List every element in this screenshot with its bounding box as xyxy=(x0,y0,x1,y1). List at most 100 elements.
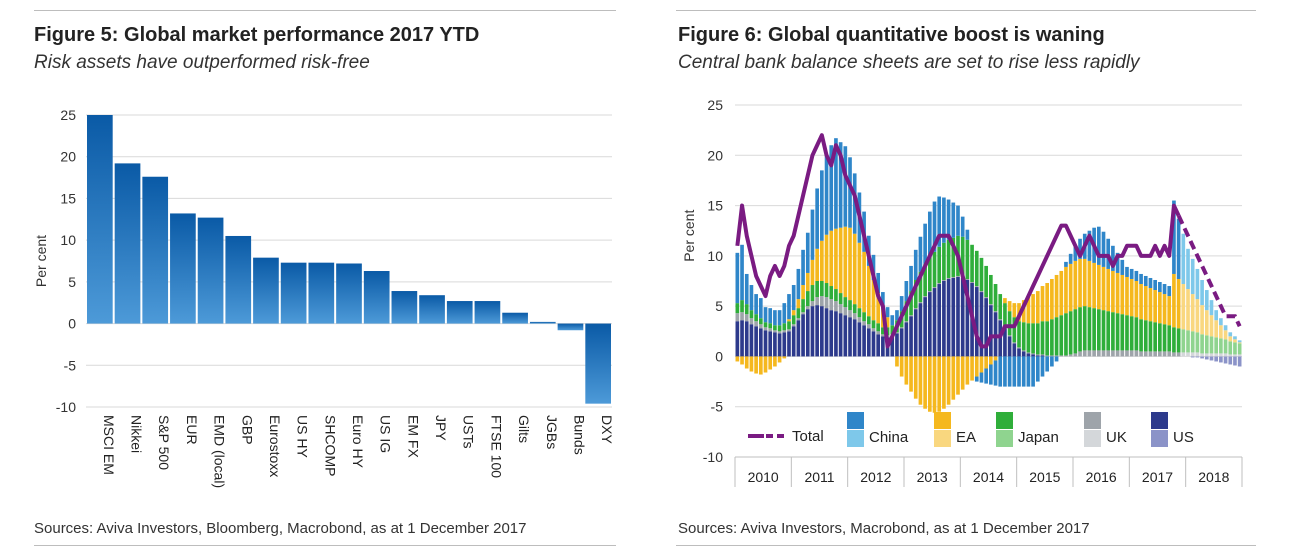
bar-japan xyxy=(1003,303,1007,328)
bar-uk xyxy=(942,279,946,281)
bar-china xyxy=(1035,356,1040,382)
bar-us xyxy=(1026,353,1031,357)
bar-china xyxy=(1158,282,1162,293)
bar-china xyxy=(1148,277,1153,289)
bar-us-hy xyxy=(280,262,307,324)
bar-china xyxy=(801,249,805,286)
x-tick-label: MSCI EM xyxy=(101,415,117,475)
bar-japan xyxy=(984,265,988,298)
bar-china xyxy=(815,188,819,249)
bar-uk xyxy=(1223,353,1228,357)
bar-japan xyxy=(1200,334,1204,354)
bar-ea xyxy=(1162,294,1167,325)
bar-ea xyxy=(974,356,979,377)
bar-jpy xyxy=(419,295,445,324)
bar-japan xyxy=(1115,313,1120,351)
y-tick-label: 25 xyxy=(60,107,76,123)
bar-japan xyxy=(1167,325,1172,352)
x-tick-label: EM FX xyxy=(405,415,421,458)
bar-china xyxy=(754,294,758,315)
bar-uk xyxy=(1190,352,1195,357)
bar-japan xyxy=(1195,332,1200,353)
bar-us xyxy=(862,325,866,357)
x-tick-label: S&P 500 xyxy=(156,415,172,470)
y-tick-label: -10 xyxy=(703,449,723,465)
bar-uk xyxy=(857,317,862,323)
bar-ea xyxy=(1003,298,1007,304)
bar-us xyxy=(1200,356,1204,359)
bar-ea xyxy=(852,233,857,305)
bar-us xyxy=(993,312,998,357)
bar-china xyxy=(951,202,956,238)
bar-china xyxy=(913,249,918,280)
bar-china xyxy=(782,303,787,324)
bar-uk xyxy=(1096,350,1101,357)
bar-china xyxy=(1087,230,1092,261)
bar-uk xyxy=(843,307,848,316)
bar-ea xyxy=(1050,278,1054,320)
x-tick-label: 2017 xyxy=(1142,469,1173,485)
bar-china xyxy=(876,272,881,294)
figure5-panel: Figure 5: Global market performance 2017… xyxy=(0,0,640,553)
bar-china xyxy=(1078,238,1082,259)
bar-japan xyxy=(824,283,829,298)
bar-uk xyxy=(1035,354,1040,356)
bar-uk xyxy=(1153,351,1157,357)
y-tick-label: 15 xyxy=(60,190,76,206)
bar-us xyxy=(899,328,904,357)
bar-japan xyxy=(768,323,773,329)
bar-msci-em xyxy=(87,115,113,324)
x-tick-label: 2014 xyxy=(973,469,1004,485)
bar-japan xyxy=(923,263,927,297)
bar-us xyxy=(1195,356,1200,358)
bar-ftse-100 xyxy=(474,301,501,324)
bar-ea xyxy=(843,226,848,298)
bar-china xyxy=(1096,226,1101,265)
bar-ea xyxy=(796,299,801,309)
bar-uk xyxy=(773,330,777,333)
bar-japan xyxy=(1111,312,1115,351)
bar-china xyxy=(796,268,801,300)
bar-us xyxy=(857,322,862,357)
bar-japan xyxy=(1031,323,1035,354)
bar-ea xyxy=(805,272,810,292)
bar-china xyxy=(1040,356,1045,377)
legend-china-projected-swatch xyxy=(847,430,864,447)
figure5-chart: 25 20 15 10 5 0 -5 -10 Per cent MSCI EM Nikkei S&P … xyxy=(33,107,615,488)
bar-us xyxy=(918,303,923,357)
bar-uk xyxy=(796,318,801,321)
legend-china-swatch xyxy=(847,412,864,429)
bar-uk xyxy=(1176,352,1181,357)
bar-china xyxy=(838,142,843,228)
bar-us xyxy=(787,331,791,357)
y-tick-label: 5 xyxy=(715,298,723,314)
bar-china xyxy=(773,310,777,326)
bar-us xyxy=(942,281,946,357)
bar-uk xyxy=(735,313,740,322)
bar-nikkei xyxy=(114,163,141,324)
bar-us-ig xyxy=(363,271,390,324)
bar-ea xyxy=(787,319,791,322)
top-rule-left xyxy=(34,10,616,11)
bar-china xyxy=(1111,245,1115,271)
bar-china xyxy=(1237,340,1242,343)
bar-uk xyxy=(777,331,782,334)
bar-ea xyxy=(1181,284,1186,330)
bar-us xyxy=(881,336,885,357)
bar-ea xyxy=(1148,288,1153,322)
bar-us xyxy=(834,311,838,357)
bar-us xyxy=(805,309,810,357)
bar-china xyxy=(1073,245,1078,261)
bar-china xyxy=(1045,356,1050,372)
bar-uk xyxy=(815,297,819,306)
bar-china xyxy=(805,232,810,273)
bar-ea xyxy=(1073,260,1078,310)
bar-ea xyxy=(984,356,988,369)
bar-uk xyxy=(970,282,974,284)
bar-ea xyxy=(735,356,740,362)
bar-ea xyxy=(740,356,744,365)
bar-japan xyxy=(1059,315,1064,356)
bar-uk xyxy=(1064,355,1068,357)
y-tick-label: 25 xyxy=(707,97,723,113)
bar-uk xyxy=(1021,350,1026,352)
